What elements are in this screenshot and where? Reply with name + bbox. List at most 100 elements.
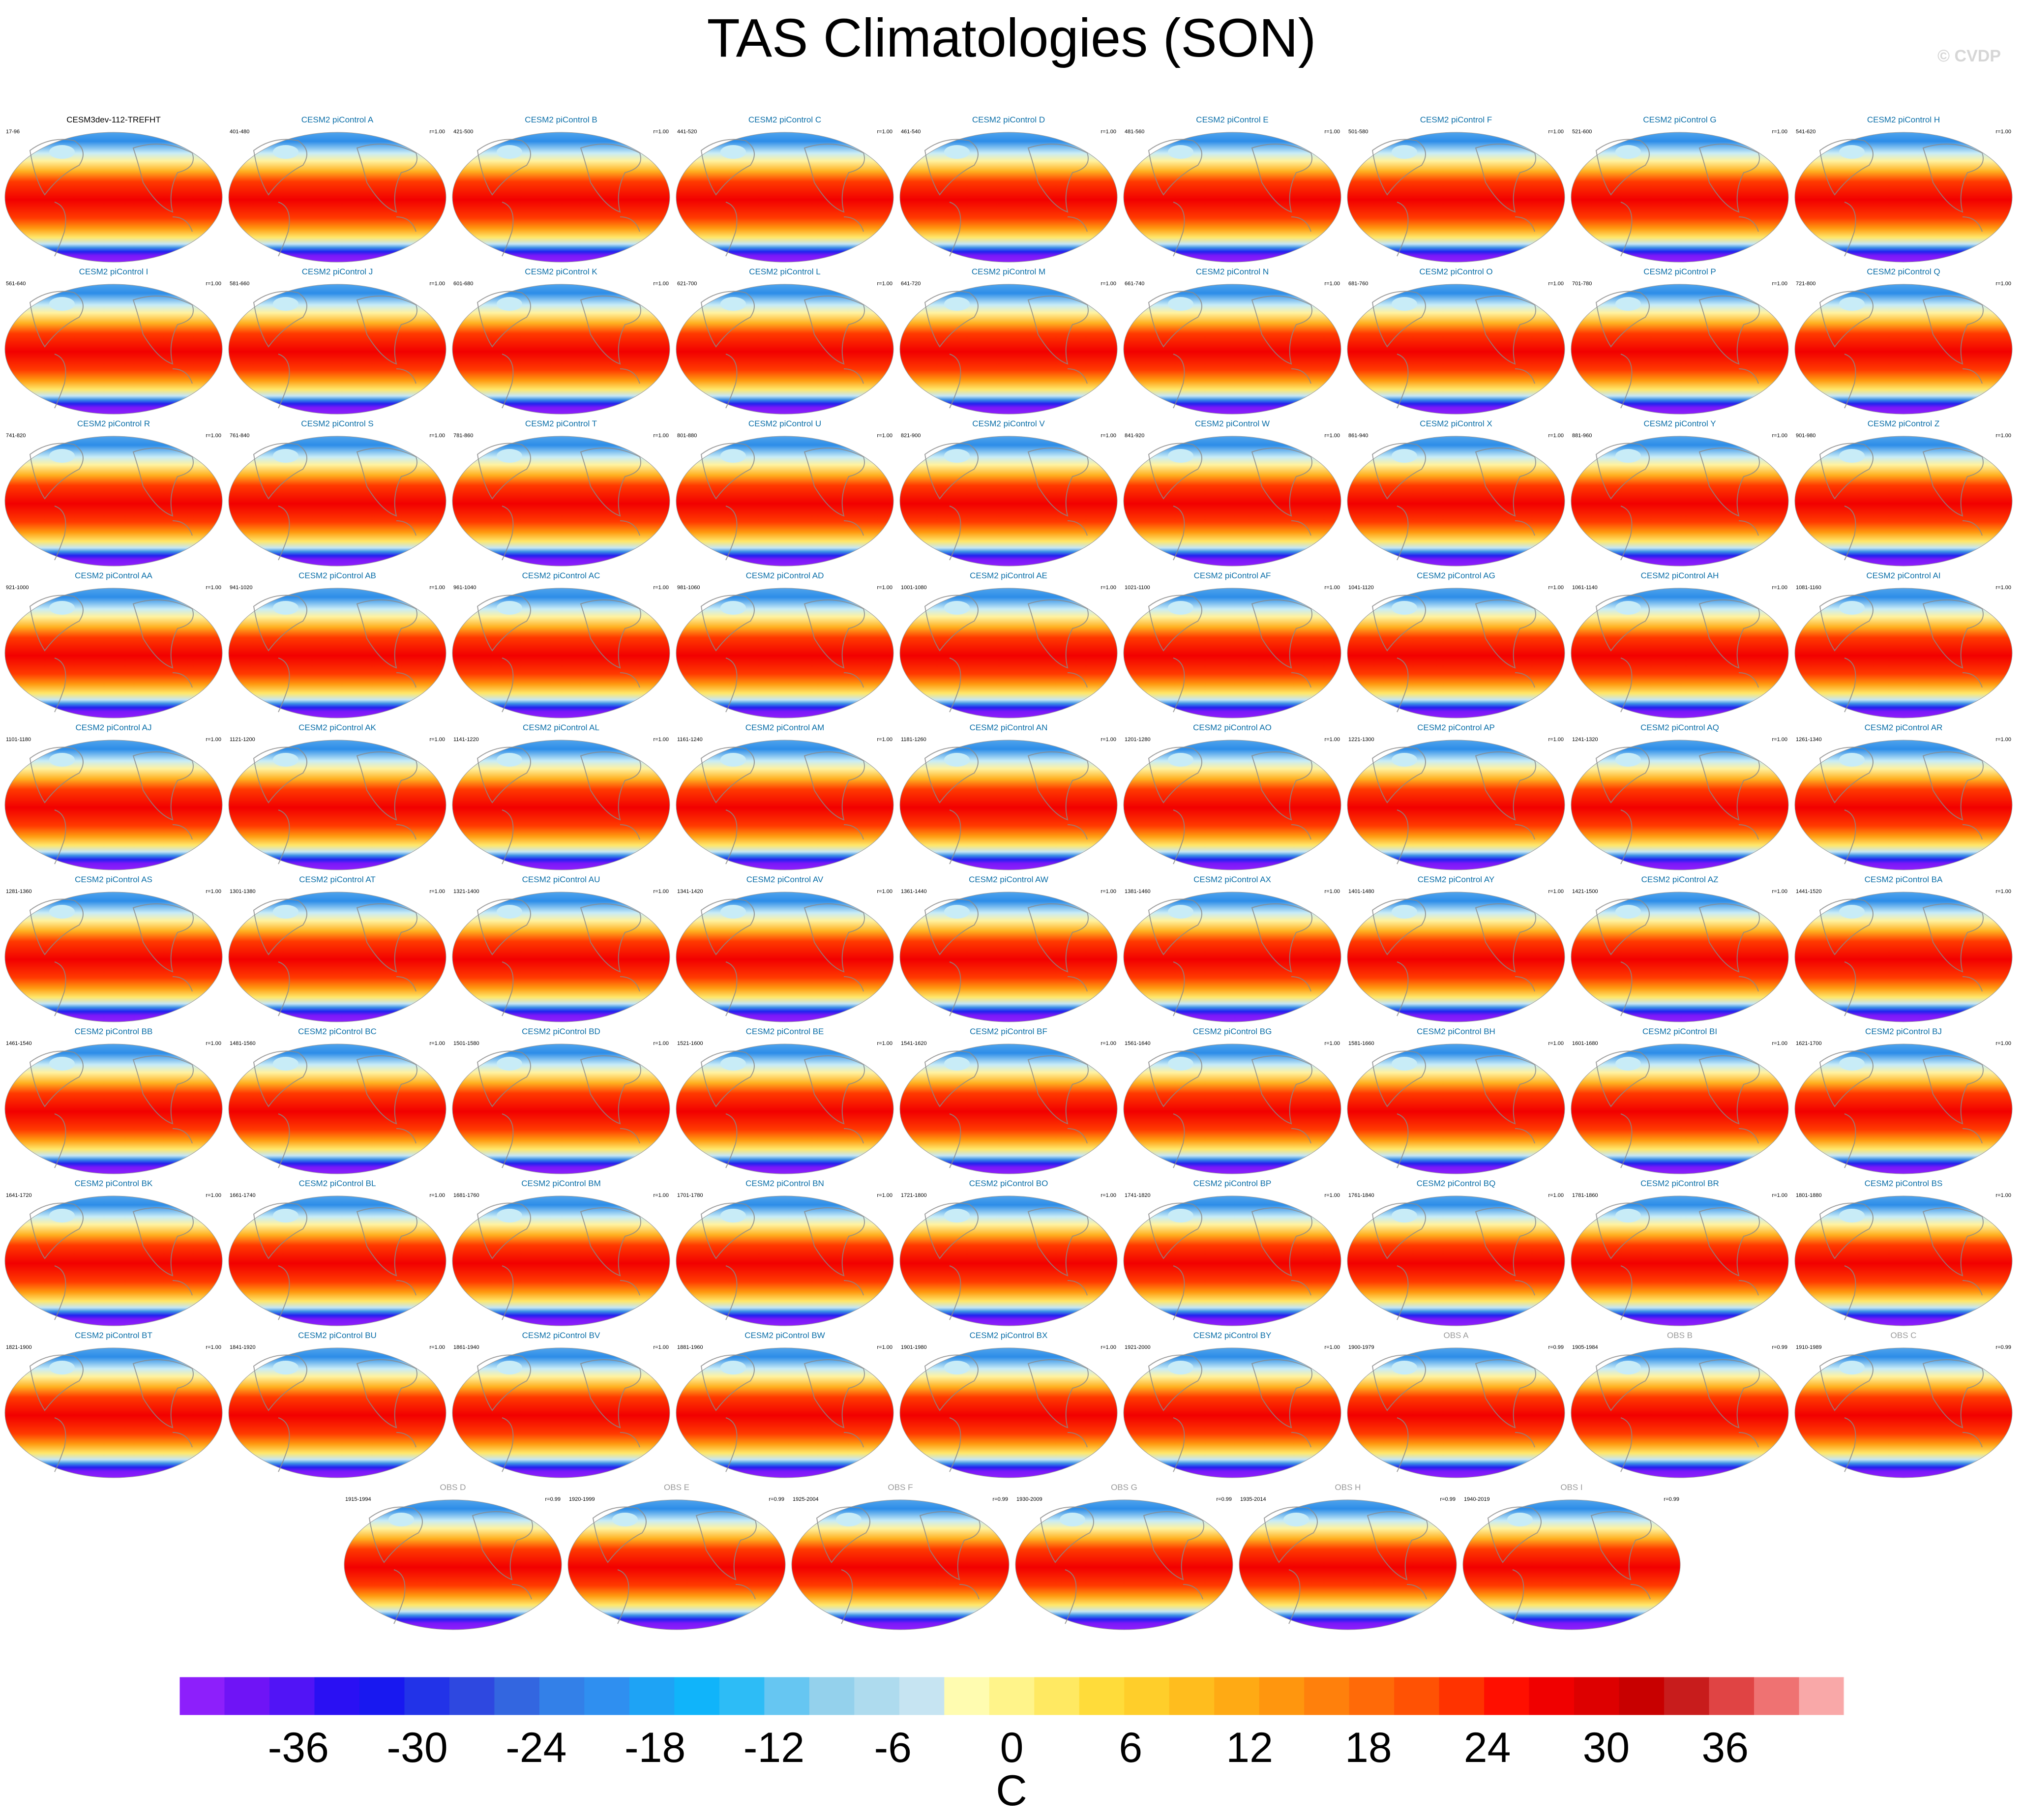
sea-ice-patch (1839, 145, 1865, 159)
sea-ice-patch (1839, 1361, 1865, 1374)
map-panel: CESM2 piControl BL 1661-1740 r=1.00 (228, 1179, 446, 1326)
figure-title: TAS Climatologies (SON) (707, 8, 1316, 68)
colorbar-box (989, 1677, 1035, 1715)
colorbar-tick-label: 12 (1226, 1724, 1273, 1771)
sea-ice-patch (1168, 1361, 1193, 1374)
panel-title: CESM2 piControl AD (746, 571, 824, 580)
panel-title: CESM2 piControl B (525, 115, 597, 124)
panel-title: CESM2 piControl BC (298, 1027, 377, 1036)
map-panel: CESM2 piControl G 521-600 r=1.00 (1571, 115, 1789, 263)
panel-correlation: r=1.00 (1325, 1344, 1340, 1350)
map-field (1571, 132, 1789, 263)
continent-outlines (924, 291, 1089, 409)
panel-correlation: r=1.00 (1101, 1041, 1117, 1046)
panel-title: CESM2 piControl BS (1865, 1179, 1943, 1188)
map-field (1123, 1195, 1341, 1326)
continent-outlines (476, 1202, 641, 1320)
map-panel: CESM2 piControl BC 1481-1560 r=1.00 (228, 1027, 446, 1174)
map-panel: CESM2 piControl AR 1261-1340 r=1.00 (1794, 723, 2013, 870)
panel-correlation: r=1.00 (1996, 281, 2012, 287)
continent-outlines (924, 443, 1089, 561)
sea-ice-patch (273, 1057, 298, 1071)
continent-outlines (1148, 1202, 1312, 1320)
map-field (676, 284, 894, 415)
panel-title: CESM2 piControl A (301, 115, 374, 124)
map-panel: CESM2 piControl F 501-580 r=1.00 (1347, 115, 1565, 263)
panel-title: CESM2 piControl AQ (1640, 723, 1719, 732)
sea-ice-patch (49, 1057, 75, 1071)
map-panel: CESM3dev-112-TREFHT 17-96 (4, 115, 223, 263)
panel-title: CESM2 piControl AO (1193, 723, 1272, 732)
sea-ice-patch (49, 297, 75, 311)
map-field (1123, 588, 1341, 718)
map-field (1571, 1347, 1789, 1478)
map-field (344, 1499, 562, 1630)
map-panel: CESM2 piControl AE 1001-1080 r=1.00 (899, 571, 1118, 718)
map-panel: CESM2 piControl AT 1301-1380 r=1.00 (228, 875, 446, 1022)
map-field (899, 1347, 1118, 1478)
colorbar-tick-label: -6 (874, 1724, 911, 1771)
map-panel: CESM2 piControl AQ 1241-1320 r=1.00 (1571, 723, 1789, 870)
panel-title: CESM2 piControl Y (1643, 419, 1716, 428)
panel-title: CESM2 piControl BO (969, 1179, 1048, 1188)
map-field (1794, 588, 2013, 718)
panel-correlation: r=1.00 (206, 1041, 222, 1046)
map-panel: CESM2 piControl AS 1281-1360 r=1.00 (4, 875, 223, 1022)
map-panel: CESM2 piControl BY 1921-2000 r=1.00 (1123, 1331, 1341, 1478)
continent-outlines (1595, 291, 1760, 409)
map-field (228, 436, 446, 567)
panel-correlation: r=1.00 (1548, 889, 1564, 895)
panel-title: OBS G (1111, 1483, 1137, 1492)
panel-title: OBS H (1335, 1483, 1361, 1492)
panel-correlation: r=1.00 (430, 585, 446, 591)
panel-title: CESM2 piControl BY (1193, 1331, 1272, 1340)
sea-ice-patch (1283, 1513, 1309, 1526)
sea-ice-patch (1392, 449, 1417, 463)
colorbar-box (809, 1677, 855, 1715)
sea-ice-patch (497, 297, 522, 311)
sea-ice-patch (944, 753, 970, 767)
panel-years: 721-800 (1796, 281, 1815, 287)
sea-ice-patch (720, 297, 746, 311)
continent-outlines (1148, 1050, 1312, 1168)
panel-years: 641-720 (901, 281, 921, 287)
map-field (228, 1044, 446, 1174)
colorbar-box (1259, 1677, 1305, 1715)
continent-outlines (700, 1050, 865, 1168)
continent-outlines (29, 1202, 194, 1320)
sea-ice-patch (1839, 1057, 1865, 1071)
panel-correlation: r=1.00 (1101, 281, 1117, 287)
panel-title: CESM2 piControl H (1867, 115, 1940, 124)
panel-correlation: r=1.00 (1548, 737, 1564, 743)
colorbar-tick-label: 6 (1119, 1724, 1142, 1771)
panel-title: CESM2 piControl AK (298, 723, 376, 732)
map-field (1347, 132, 1565, 263)
map-field (452, 588, 670, 718)
panel-correlation: r=1.00 (1772, 129, 1788, 135)
continent-outlines (1040, 1506, 1204, 1624)
colorbar-tick-label: -36 (268, 1724, 329, 1771)
panel-title: CESM2 piControl BG (1193, 1027, 1272, 1036)
panel-correlation: r=1.00 (654, 1041, 669, 1046)
map-field (452, 132, 670, 263)
map-field (4, 284, 223, 415)
panel-years: 1081-1160 (1796, 585, 1821, 591)
map-panel: CESM2 piControl S 761-840 r=1.00 (228, 419, 446, 567)
map-field (1347, 284, 1565, 415)
panel-years: 941-1020 (230, 585, 253, 591)
panel-years: 1940-2019 (1464, 1496, 1490, 1502)
panel-years: 981-1060 (677, 585, 700, 591)
sea-ice-patch (720, 753, 746, 767)
map-field (228, 740, 446, 870)
sea-ice-patch (944, 1057, 970, 1071)
map-field (899, 132, 1118, 263)
sea-ice-patch (1392, 1057, 1417, 1071)
map-panel: CESM2 piControl AC 961-1040 r=1.00 (452, 571, 670, 718)
map-panel: CESM2 piControl M 641-720 r=1.00 (899, 267, 1118, 415)
sea-ice-patch (1392, 753, 1417, 767)
panel-title: CESM2 piControl D (972, 115, 1045, 124)
panel-years: 1041-1120 (1348, 585, 1374, 591)
panel-title: CESM2 piControl E (1196, 115, 1268, 124)
panel-years: 1621-1700 (1796, 1041, 1822, 1046)
sea-ice-patch (273, 449, 298, 463)
